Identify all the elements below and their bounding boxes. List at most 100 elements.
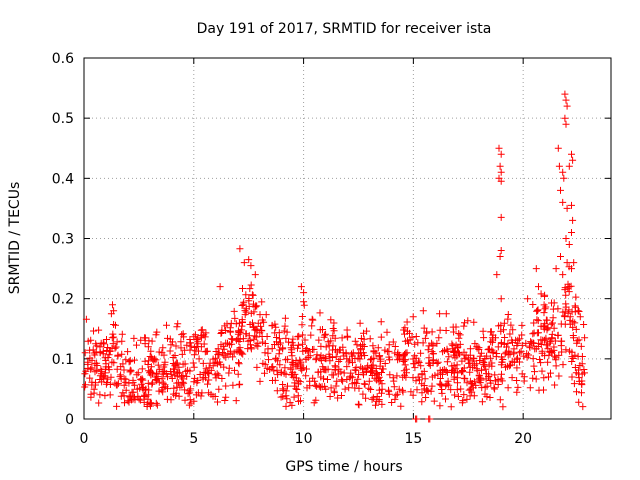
data-point [524,295,532,303]
data-point [297,283,305,291]
data-point [109,301,116,309]
data-point [518,341,526,349]
data-point [560,174,568,182]
data-point [282,392,290,400]
data-point [559,271,567,279]
data-point [418,389,426,397]
data-point [469,363,477,371]
data-point [561,114,569,122]
data-point [569,156,577,164]
data-point [111,379,119,387]
data-point [181,346,189,354]
data-point [283,328,291,336]
data-point [386,356,394,364]
data-point [274,371,282,379]
data-point [549,319,556,327]
data-point [225,341,233,349]
data-point [265,356,272,364]
data-point [118,350,126,358]
data-point [229,335,237,343]
data-point [448,368,455,376]
data-point [551,381,559,389]
data-point [457,385,465,393]
data-point [549,314,557,322]
data-point [357,342,364,350]
data-point [561,90,569,98]
data-point [493,350,501,357]
data-point [99,347,107,355]
data-point [114,352,122,360]
data-point [198,389,206,397]
data-point [399,386,406,394]
data-point [497,168,505,176]
data-point [143,400,151,408]
data-point [367,368,374,376]
data-point [330,387,338,395]
data-point [357,363,365,371]
data-point [251,271,259,279]
data-point [238,349,246,357]
data-point [541,305,549,313]
data-point [133,341,140,349]
data-point [144,343,152,351]
data-point [374,344,382,352]
data-point [494,343,502,351]
data-point [367,386,375,393]
data-point [546,339,554,347]
data-point [383,328,391,336]
data-point [236,245,244,253]
axis-ticks: 0 0.1 0.2 0.3 0.4 0.5 0.6 0 5 10 15 20 [52,51,611,447]
data-point [174,320,182,328]
data-point [322,355,330,363]
data-point [102,360,110,368]
data-point [306,382,314,390]
data-point [87,365,95,373]
data-point [332,346,339,354]
data-point [122,378,130,386]
data-point [581,369,588,377]
data-point [175,392,183,400]
data-point [330,319,338,327]
data-point [378,389,385,397]
data-point [200,340,208,348]
data-point [460,374,468,382]
data-point [569,216,577,224]
data-point [108,358,116,366]
data-point [225,369,233,377]
data-point [356,319,364,327]
data-point [119,360,127,368]
data-point [300,301,308,309]
data-point [107,373,115,381]
data-point [232,397,240,405]
data-point [354,400,362,408]
data-point [288,358,296,366]
data-point [575,398,583,406]
data-point [249,291,257,299]
data-point [279,345,287,353]
data-point [391,343,399,350]
data-point [178,350,186,358]
data-point [365,384,373,392]
data-point [167,341,175,349]
data-point [159,379,167,387]
data-point [518,331,526,339]
data-point [572,369,580,377]
data-point [301,346,309,354]
data-point [421,375,429,383]
data-point [193,343,201,350]
data-point [276,346,284,354]
data-point [261,360,269,368]
data-point [190,351,198,359]
data-point [99,373,107,381]
data-point [230,349,238,357]
data-point [333,377,341,385]
data-point [566,316,574,324]
data-point [311,381,319,389]
data-point [131,356,138,364]
data-point [322,330,330,338]
data-point [417,349,425,357]
data-point [466,392,474,400]
data-point [183,372,191,380]
data-point [232,336,240,344]
data-point [242,330,250,338]
